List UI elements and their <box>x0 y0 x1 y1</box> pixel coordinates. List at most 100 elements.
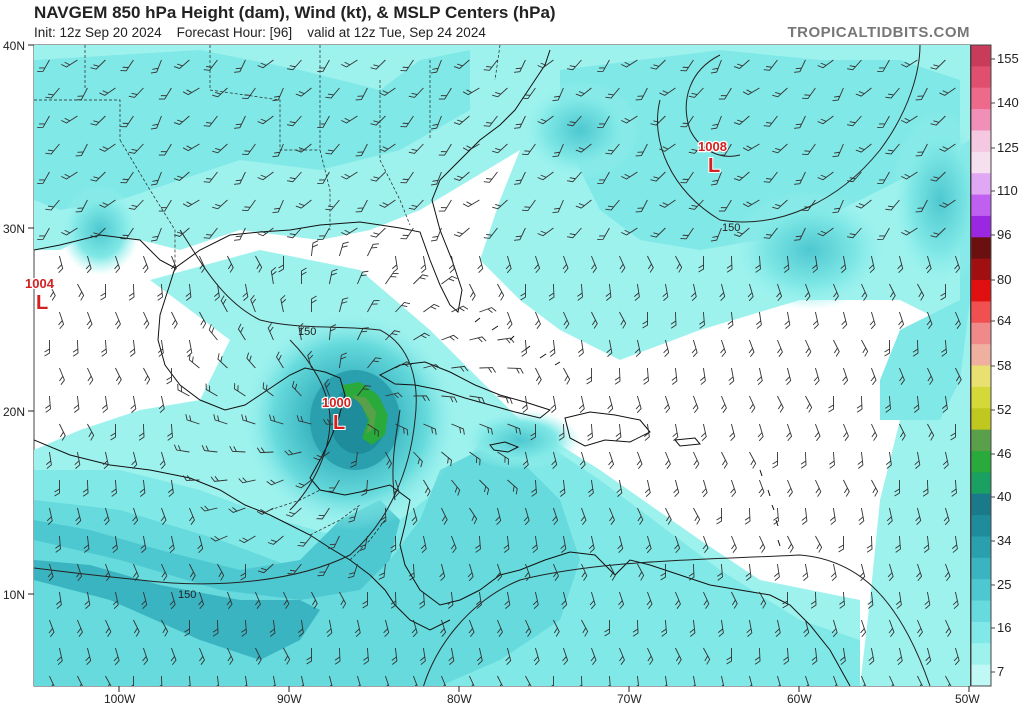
wind-barb <box>505 647 512 666</box>
wind-barb <box>185 675 191 686</box>
wind-barb <box>955 311 961 329</box>
wind-barb <box>246 352 256 369</box>
wind-barb <box>643 367 649 385</box>
wind-barb <box>817 171 834 181</box>
wind-barb <box>587 423 593 441</box>
wind-barb <box>606 339 613 357</box>
wind-barb <box>200 505 218 512</box>
wind-barb <box>203 171 218 183</box>
wind-barb <box>855 143 872 153</box>
wind-barb <box>885 87 900 99</box>
wind-barb <box>505 255 512 274</box>
wind-barb <box>591 311 598 329</box>
wind-barb <box>441 334 459 341</box>
wind-barb <box>233 171 246 185</box>
wind-barb <box>719 283 726 302</box>
wind-barb <box>213 414 228 425</box>
wind-barb <box>855 199 872 209</box>
wind-barb <box>262 382 274 397</box>
wind-barb <box>217 563 225 581</box>
wind-barb <box>451 305 469 313</box>
wind-barb <box>234 383 246 397</box>
wind-barb <box>805 395 813 413</box>
wind-barb <box>703 647 711 665</box>
wind-barb <box>355 675 362 686</box>
wind-barb <box>496 563 503 582</box>
wind-barb <box>597 171 610 184</box>
wind-barb <box>173 171 190 181</box>
colorbar-label: 155 <box>997 51 1019 66</box>
wind-barb <box>355 199 368 213</box>
colorbar-label: 80 <box>997 272 1011 287</box>
wind-barb <box>295 479 312 489</box>
wind-barb <box>104 563 111 582</box>
wind-barb <box>129 339 136 357</box>
wind-barb <box>551 451 558 470</box>
colorbar-segment <box>971 280 991 302</box>
wind-barb <box>379 143 396 152</box>
wind-barb <box>334 647 341 665</box>
wind-barb <box>772 199 788 210</box>
wind-barb <box>748 339 755 358</box>
wind-barb <box>324 378 331 397</box>
wind-barb <box>763 227 778 239</box>
wind-barb <box>317 59 330 72</box>
wind-barb <box>773 507 779 525</box>
wind-barb <box>756 367 763 386</box>
colorbar-label: 40 <box>997 489 1011 504</box>
wind-barb <box>199 255 206 273</box>
wind-barb <box>635 199 648 213</box>
wind-barb <box>856 395 863 413</box>
wind-barb <box>497 675 504 686</box>
wind-barb <box>923 535 930 553</box>
wind-barb <box>895 535 901 553</box>
wind-barb <box>45 395 51 413</box>
wind-barb <box>423 303 440 313</box>
wind-barb <box>811 255 818 273</box>
wind-barb <box>803 619 810 638</box>
wind-barb <box>326 619 333 637</box>
wind-barb <box>675 591 681 609</box>
wind-barb <box>650 115 666 126</box>
wind-barb <box>441 675 447 686</box>
wind-barb <box>614 367 621 385</box>
colorbar-label: 125 <box>997 140 1019 155</box>
wind-barb <box>430 115 442 130</box>
colorbar-segment <box>971 386 991 409</box>
wind-barb <box>438 87 452 100</box>
colorbar-segment <box>971 322 991 345</box>
wind-barb <box>939 87 956 96</box>
wind-barb <box>158 395 165 414</box>
wind-barb <box>701 479 708 498</box>
wind-barb <box>99 199 116 208</box>
wind-barb <box>633 283 640 301</box>
wind-barb <box>912 339 919 357</box>
wind-barb <box>699 311 705 329</box>
wind-barb <box>690 283 697 302</box>
wind-barb <box>951 479 957 497</box>
wind-barb <box>868 255 875 274</box>
wind-barb <box>128 283 135 301</box>
wind-barb <box>680 171 694 184</box>
wind-barb <box>521 395 528 413</box>
wind-barb <box>733 227 750 237</box>
wind-barb <box>917 619 923 637</box>
wind-barb <box>914 451 921 469</box>
wind-barb <box>699 367 706 385</box>
wind-barb <box>689 619 696 637</box>
wind-barb <box>217 353 228 369</box>
wind-barb <box>300 267 307 285</box>
wind-barb <box>419 591 425 609</box>
contour-label: 150 <box>178 589 196 601</box>
wind-barb <box>619 647 625 665</box>
wind-barb <box>811 647 818 665</box>
wind-barb <box>717 563 723 581</box>
wind-barb <box>313 451 330 461</box>
wind-barb <box>674 535 681 554</box>
wind-barb <box>469 675 476 686</box>
wind-barb <box>710 227 722 242</box>
wind-barb <box>357 327 369 341</box>
wind-barb <box>754 647 761 665</box>
wind-barb <box>61 227 78 236</box>
wind-barb <box>161 619 169 637</box>
